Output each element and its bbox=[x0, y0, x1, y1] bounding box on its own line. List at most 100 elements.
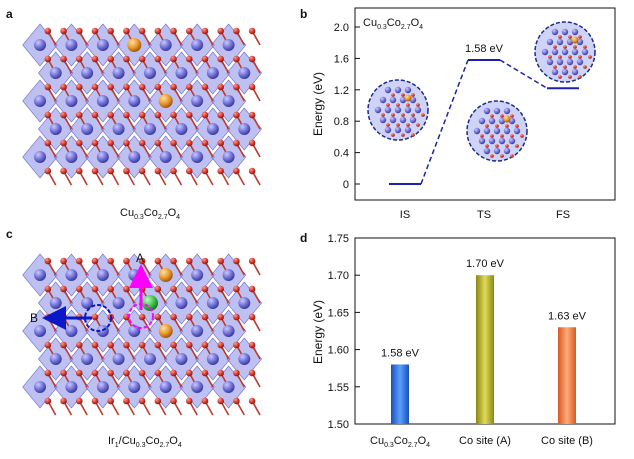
oxygen-atom bbox=[138, 397, 146, 405]
transition-line bbox=[420, 59, 469, 185]
inset-atom bbox=[478, 117, 486, 125]
bar-2 bbox=[558, 327, 576, 424]
site-b-circle bbox=[84, 304, 112, 332]
transition-line bbox=[499, 59, 548, 89]
inset-cu-atom bbox=[571, 36, 579, 44]
inset-oxygen bbox=[500, 134, 504, 138]
cobalt-atom bbox=[49, 353, 62, 365]
inset-oxygen bbox=[558, 35, 562, 39]
cobalt-atom bbox=[65, 269, 78, 281]
oxygen-atom bbox=[170, 369, 177, 377]
cobalt-atom bbox=[191, 39, 204, 51]
oxygen-atom bbox=[91, 313, 99, 321]
oxygen-atom bbox=[248, 55, 256, 63]
oxygen-atom bbox=[60, 55, 67, 63]
oxygen-atom bbox=[248, 167, 256, 175]
y-tick-label: 1.55 bbox=[328, 382, 349, 394]
oxygen-atom bbox=[170, 111, 177, 119]
inset-oxygen bbox=[588, 55, 592, 59]
inset-oxygen bbox=[396, 103, 400, 107]
cobalt-atom bbox=[222, 325, 235, 337]
oxygen-atom bbox=[44, 167, 52, 175]
oxygen-atom bbox=[201, 397, 209, 405]
inset-oxygen bbox=[396, 123, 400, 127]
oxygen-atom bbox=[170, 257, 177, 265]
oxygen-atom bbox=[91, 139, 99, 147]
cobalt-atom bbox=[81, 67, 94, 79]
cobalt-atom bbox=[34, 381, 46, 393]
y-tick-label: 1.2 bbox=[334, 85, 349, 97]
inset-oxygen bbox=[510, 134, 514, 138]
inset-atom bbox=[404, 86, 412, 94]
oxygen-atom bbox=[185, 111, 193, 119]
y-tick-label: 1.6 bbox=[334, 53, 349, 65]
chart-d-cat-0: Cu0.3Co2.7O4 bbox=[370, 435, 430, 449]
copper-atom bbox=[158, 268, 173, 282]
cobalt-atom bbox=[222, 39, 235, 51]
oxygen-atom bbox=[44, 27, 52, 35]
oxygen-atom bbox=[138, 257, 146, 265]
energy-profile-chart: Cu0.3Co2.7O4 Energy (eV) 0 0.4 0.8 1.2 1.6 2.… bbox=[311, 7, 616, 221]
oxygen-atom bbox=[107, 55, 115, 63]
inset-atom bbox=[384, 126, 392, 134]
inset-atom bbox=[561, 28, 569, 36]
oxygen-atom bbox=[201, 285, 209, 293]
inset-oxygen bbox=[573, 45, 577, 49]
panel-label-c: c bbox=[6, 227, 13, 241]
oxygen-atom bbox=[233, 257, 240, 265]
inset-atom bbox=[576, 58, 584, 66]
inset-oxygen bbox=[386, 103, 390, 107]
cobalt-atom bbox=[206, 123, 219, 135]
inset-atom bbox=[394, 86, 402, 94]
inset-oxygen bbox=[573, 65, 577, 69]
cobalt-atom bbox=[191, 95, 204, 107]
oxygen-atom bbox=[154, 285, 162, 293]
inset-atom bbox=[551, 28, 559, 36]
inset-oxygen bbox=[386, 123, 390, 127]
inset-oxygen bbox=[583, 65, 587, 69]
oxygen-atom bbox=[201, 111, 209, 119]
inset-structure-ts bbox=[466, 100, 528, 162]
oxygen-atom bbox=[75, 139, 83, 147]
cobalt-atom bbox=[206, 297, 219, 309]
oxygen-atom bbox=[138, 341, 146, 349]
oxygen-atom bbox=[185, 139, 193, 147]
oxygen-atom bbox=[107, 369, 115, 377]
arrow-b-label: B bbox=[30, 311, 38, 325]
crystal-structure-c bbox=[22, 253, 262, 416]
oxygen-atom bbox=[217, 257, 225, 265]
iridium-atom bbox=[142, 295, 158, 311]
cobalt-atom bbox=[128, 269, 141, 281]
oxygen-atom bbox=[75, 369, 83, 377]
oxygen-atom bbox=[201, 257, 209, 265]
inset-atom bbox=[483, 107, 491, 115]
inset-oxygen bbox=[578, 75, 582, 79]
inset-oxygen bbox=[548, 55, 552, 59]
oxygen-atom bbox=[248, 257, 256, 265]
inset-atom bbox=[551, 68, 559, 76]
oxygen-atom bbox=[75, 285, 83, 293]
y-tick-label: 0 bbox=[343, 179, 349, 191]
inset-atom bbox=[488, 137, 496, 145]
inset-atom bbox=[503, 107, 511, 115]
cobalt-atom bbox=[222, 151, 235, 163]
inset-oxygen bbox=[406, 103, 410, 107]
oxygen-atom bbox=[248, 139, 256, 147]
cobalt-atom bbox=[191, 325, 204, 337]
oxygen-atom bbox=[123, 167, 130, 175]
inset-atom bbox=[498, 137, 506, 145]
inset-oxygen bbox=[500, 154, 504, 158]
cobalt-atom bbox=[65, 325, 78, 337]
cobalt-atom bbox=[191, 381, 204, 393]
oxygen-atom bbox=[233, 55, 240, 63]
oxygen-atom bbox=[170, 27, 177, 35]
panel-label-b: b bbox=[300, 7, 307, 21]
cobalt-atom bbox=[34, 95, 46, 107]
oxygen-atom bbox=[60, 397, 67, 405]
oxygen-atom bbox=[107, 257, 115, 265]
oxygen-atom bbox=[154, 369, 162, 377]
inset-oxygen bbox=[500, 114, 504, 118]
inset-atom bbox=[541, 48, 549, 56]
inset-oxygen bbox=[563, 45, 567, 49]
oxygen-atom bbox=[154, 397, 162, 405]
